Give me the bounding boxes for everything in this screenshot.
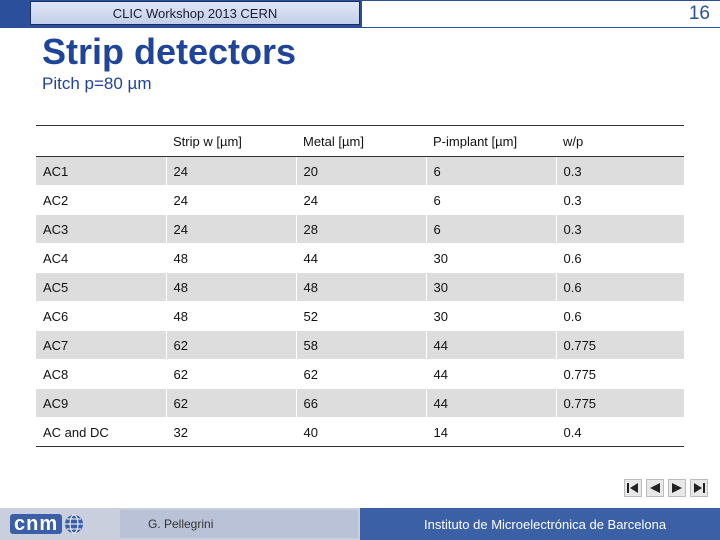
table-cell: 44 <box>425 388 556 418</box>
workshop-label: CLIC Workshop 2013 CERN <box>30 1 360 25</box>
column-header: P-implant [µm] <box>426 125 556 157</box>
institute-label: Instituto de Microelectrónica de Barcelo… <box>360 508 720 540</box>
table-row: AC4 48 44 30 0.6 <box>36 243 684 273</box>
table-row: AC8 62 62 44 0.775 <box>36 359 684 389</box>
table-cell: 30 <box>425 243 556 273</box>
next-page-icon[interactable] <box>668 479 686 497</box>
table-row: AC9 62 66 44 0.775 <box>36 388 684 418</box>
table-cell: 24 <box>165 185 296 215</box>
row-label: AC5 <box>36 272 166 302</box>
prev-page-icon[interactable] <box>646 479 664 497</box>
table-cell: 24 <box>165 214 296 244</box>
column-header: Strip w [µm] <box>166 125 296 157</box>
table-cell: 44 <box>295 243 426 273</box>
first-page-icon[interactable] <box>624 479 642 497</box>
table-cell: 28 <box>295 214 426 244</box>
table-header-row: Strip w [µm] Metal [µm] P-implant [µm] w… <box>36 125 684 157</box>
table-row: AC5 48 48 30 0.6 <box>36 272 684 302</box>
slide-subtitle: Pitch p=80 µm <box>42 74 152 93</box>
table-cell: 32 <box>165 417 296 447</box>
table-cell: 48 <box>165 272 296 302</box>
table-cell: 58 <box>295 330 426 360</box>
table-cell: 0.3 <box>555 214 684 244</box>
strip-table: Strip w [µm] Metal [µm] P-implant [µm] w… <box>36 125 684 447</box>
table-row: AC6 48 52 30 0.6 <box>36 301 684 331</box>
author-label: G. Pellegrini <box>120 510 358 538</box>
row-label: AC4 <box>36 243 166 273</box>
row-label: AC3 <box>36 214 166 244</box>
slide-navigation <box>624 479 708 497</box>
table-cell: 30 <box>425 272 556 302</box>
table-cell: 20 <box>295 156 426 186</box>
table-row: AC1 24 20 6 0.3 <box>36 156 684 186</box>
table-cell: 24 <box>295 185 426 215</box>
table-row: AC7 62 58 44 0.775 <box>36 330 684 360</box>
table-cell: 48 <box>295 272 426 302</box>
table-cell: 62 <box>165 388 296 418</box>
table-cell: 24 <box>165 156 296 186</box>
table-cell: 0.775 <box>555 330 684 360</box>
table-cell: 6 <box>425 185 556 215</box>
table-cell: 52 <box>295 301 426 331</box>
row-label: AC6 <box>36 301 166 331</box>
table-row: AC2 24 24 6 0.3 <box>36 185 684 215</box>
row-label: AC7 <box>36 330 166 360</box>
column-header <box>36 125 166 157</box>
logo-text: cnm <box>10 514 63 534</box>
table-cell: 0.775 <box>555 388 684 418</box>
table-cell: 6 <box>425 214 556 244</box>
table-cell: 66 <box>295 388 426 418</box>
table-cell: 14 <box>425 417 556 447</box>
header-white-area <box>362 1 720 27</box>
table-cell: 40 <box>295 417 426 447</box>
table-cell: 0.6 <box>555 301 684 331</box>
slide-title: Strip detectors <box>42 31 297 72</box>
table-cell: 30 <box>425 301 556 331</box>
row-label: AC8 <box>36 359 166 389</box>
table-row: AC3 24 28 6 0.3 <box>36 214 684 244</box>
column-header: Metal [µm] <box>296 125 426 157</box>
table-cell: 48 <box>165 301 296 331</box>
table-cell: 62 <box>165 330 296 360</box>
table-cell: 0.6 <box>555 243 684 273</box>
last-page-icon[interactable] <box>690 479 708 497</box>
table-cell: 48 <box>165 243 296 273</box>
table-cell: 0.3 <box>555 156 684 186</box>
table-cell: 0.4 <box>555 417 684 447</box>
table-cell: 44 <box>425 359 556 389</box>
row-label: AC1 <box>36 156 166 186</box>
globe-icon <box>65 514 84 534</box>
cnm-logo: cnm <box>10 514 84 534</box>
row-label: AC9 <box>36 388 166 418</box>
table-cell: 6 <box>425 156 556 186</box>
table-body: AC1 24 20 6 0.3 AC2 24 24 6 0.3 AC3 24 28 6 0.3 AC4 48 44… <box>36 156 684 447</box>
row-label: AC and DC <box>36 417 166 447</box>
table-row: AC and DC 32 40 14 0.4 <box>36 417 684 447</box>
table-cell: 0.3 <box>555 185 684 215</box>
table-cell: 0.6 <box>555 272 684 302</box>
row-label: AC2 <box>36 185 166 215</box>
table-cell: 44 <box>425 330 556 360</box>
column-header: w/p <box>556 125 684 157</box>
page-number: 16 <box>688 3 710 24</box>
table-cell: 0.775 <box>555 359 684 389</box>
table-cell: 62 <box>165 359 296 389</box>
table-cell: 62 <box>295 359 426 389</box>
